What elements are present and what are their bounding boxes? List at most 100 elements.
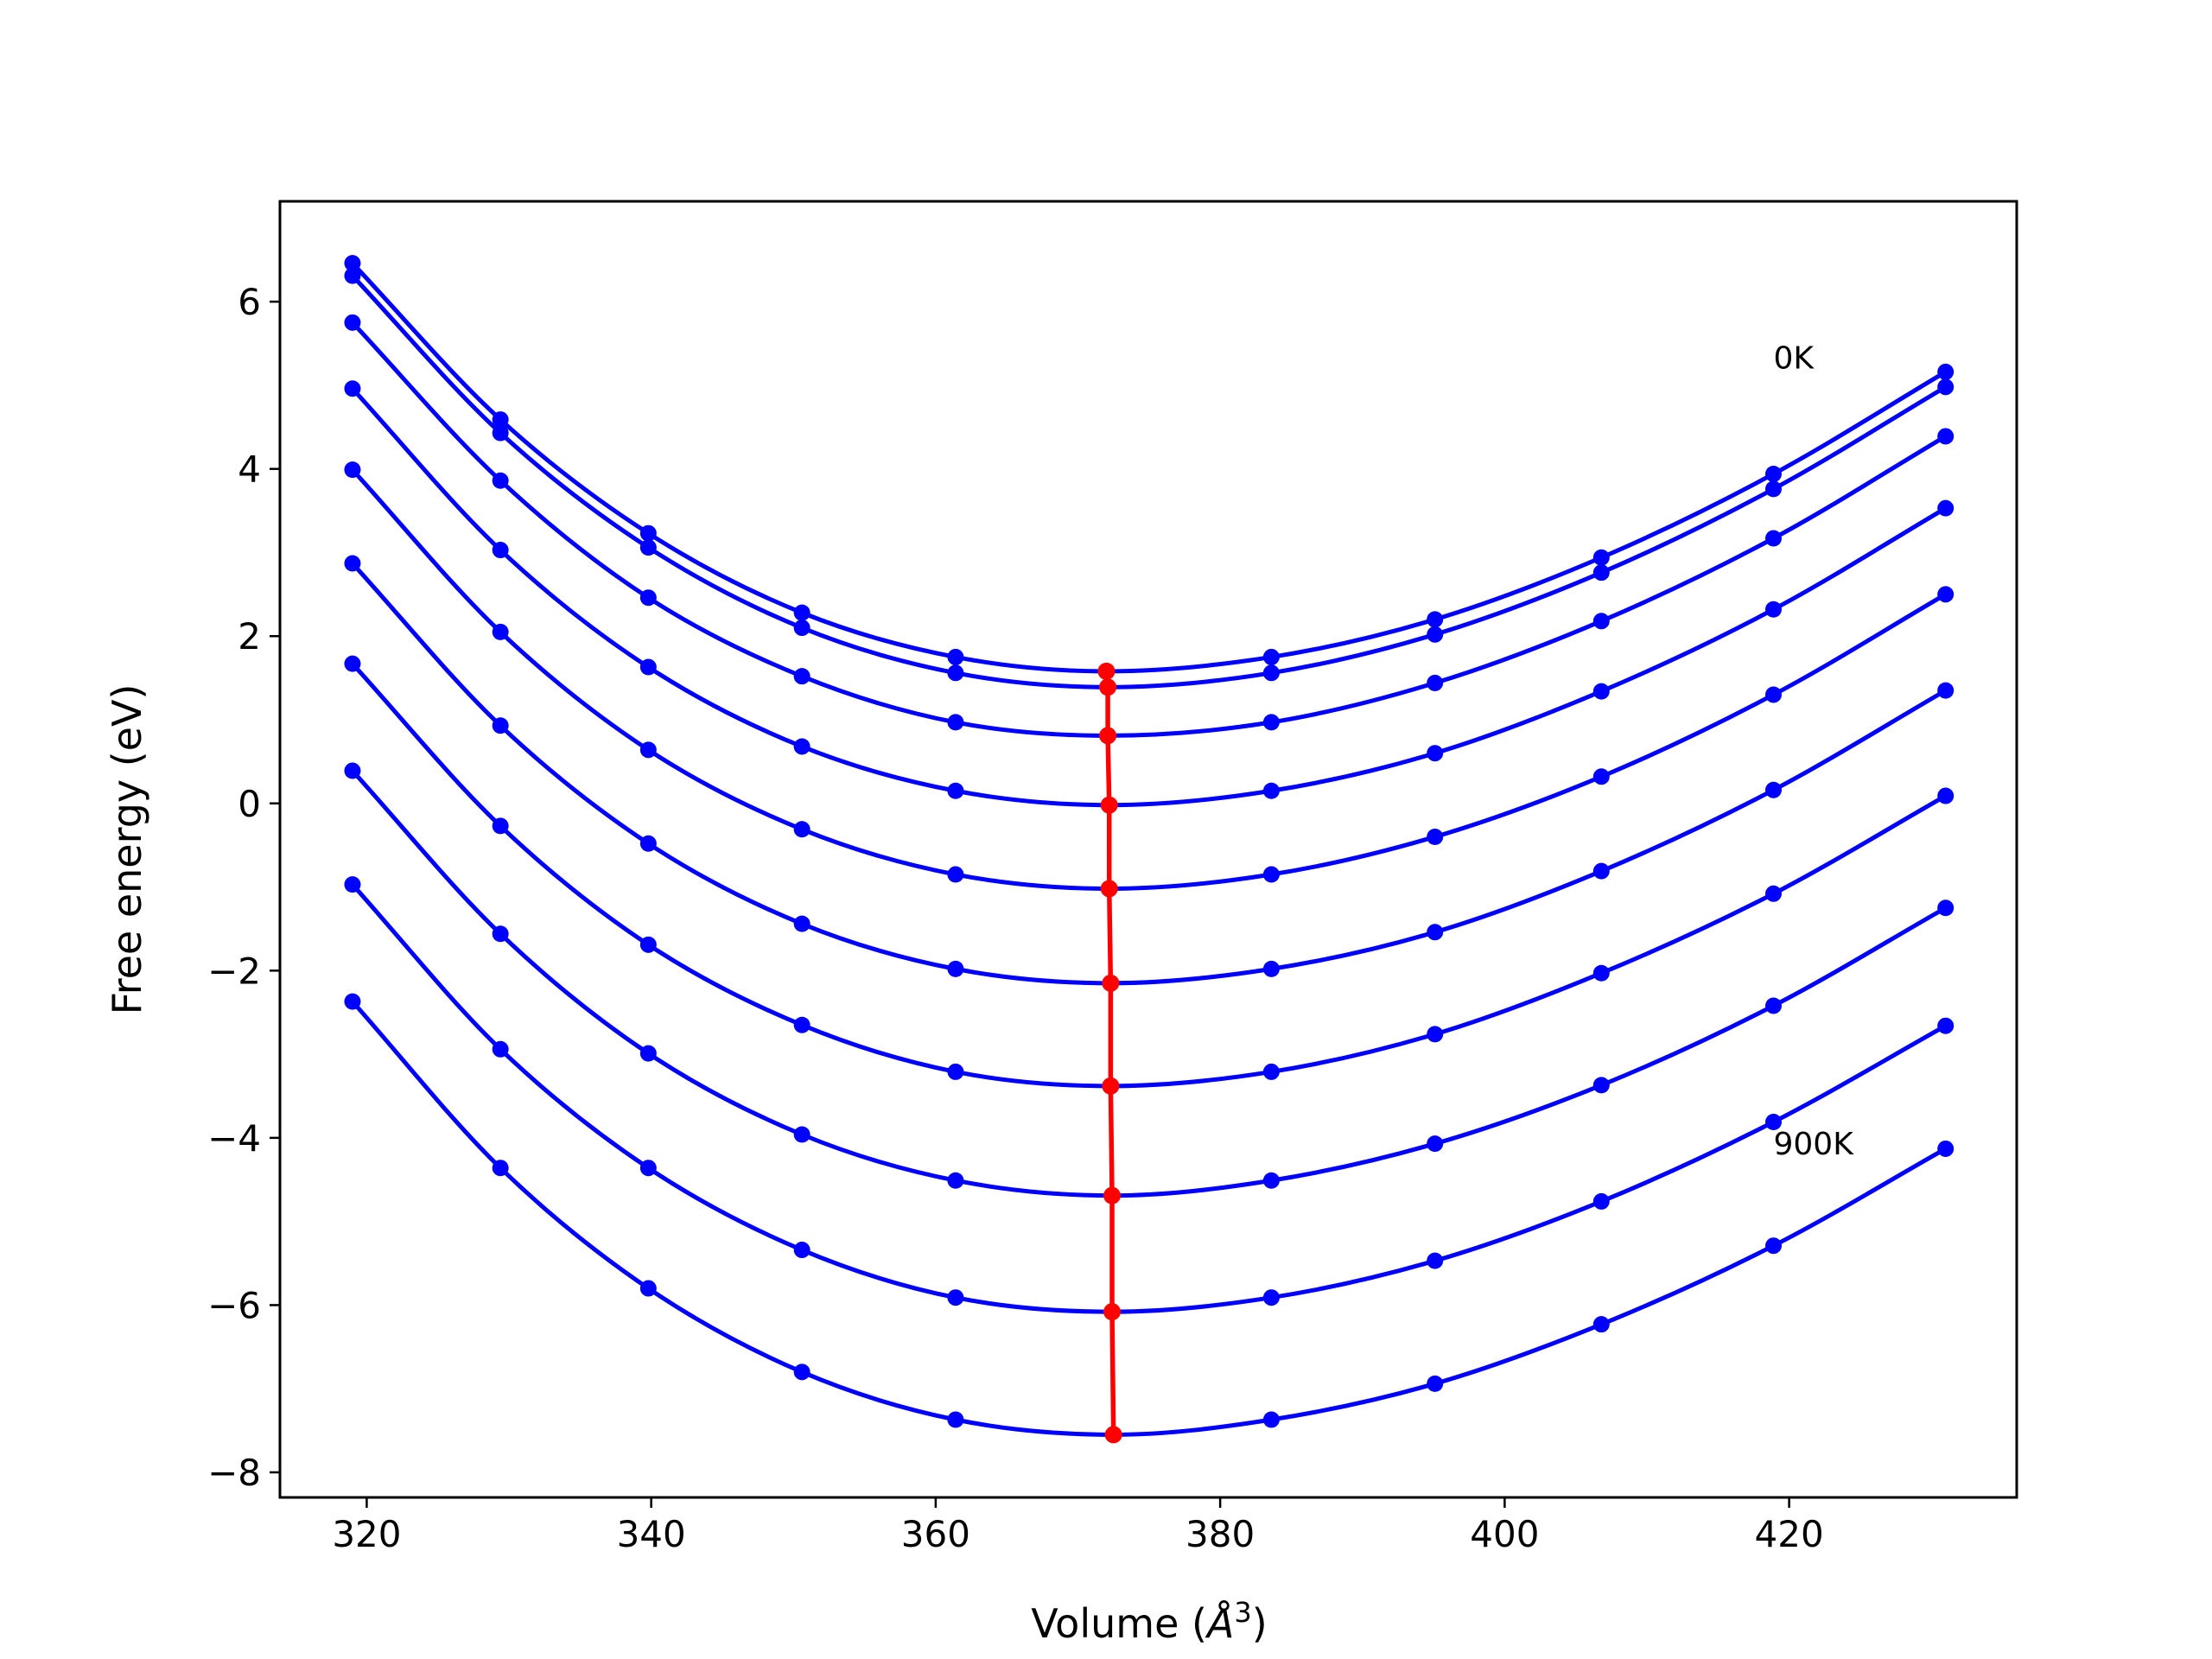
data-point xyxy=(639,936,657,953)
data-point xyxy=(344,762,361,779)
data-point xyxy=(344,267,361,284)
data-point xyxy=(344,555,361,572)
x-axis-label: Volume (Å3) xyxy=(1031,1596,1267,1647)
data-point xyxy=(1427,924,1444,941)
minima-layer xyxy=(1097,662,1122,1444)
data-point xyxy=(1937,428,1955,445)
data-point xyxy=(793,821,810,838)
data-point xyxy=(1592,862,1610,880)
data-point xyxy=(1937,363,1955,380)
data-point xyxy=(1592,613,1610,630)
data-point xyxy=(344,255,361,272)
data-point xyxy=(492,1160,509,1177)
data-point xyxy=(1937,1017,1955,1034)
data-point xyxy=(1765,1113,1782,1130)
curve-annotation: 900K xyxy=(1774,1127,1855,1162)
y-axis: 6 4 2 0 −2 −4 −6 −8 xyxy=(207,281,280,1494)
minimum-point xyxy=(1103,1303,1122,1321)
data-point xyxy=(639,1280,657,1297)
data-point xyxy=(793,1016,810,1033)
data-point xyxy=(793,620,810,637)
y-tick-label: 0 xyxy=(238,783,261,825)
data-point xyxy=(492,717,509,734)
data-point xyxy=(1592,1077,1610,1094)
data-point xyxy=(639,539,657,556)
data-point xyxy=(344,380,361,397)
data-point xyxy=(1427,745,1444,762)
data-point xyxy=(639,524,657,542)
data-point xyxy=(344,314,361,331)
data-point xyxy=(492,623,509,640)
data-point xyxy=(639,835,657,852)
curve-annotation: 0K xyxy=(1774,341,1815,377)
data-point xyxy=(1262,648,1280,665)
data-point xyxy=(793,1126,810,1143)
data-point xyxy=(1262,960,1280,977)
data-point xyxy=(1592,964,1610,982)
data-point xyxy=(344,461,361,479)
minimum-point xyxy=(1103,1186,1122,1205)
data-point xyxy=(947,1063,964,1080)
y-tick-label: −2 xyxy=(207,950,261,992)
data-point xyxy=(344,876,361,893)
y-tick-label: 4 xyxy=(238,448,261,491)
data-point xyxy=(1592,1192,1610,1210)
y-tick-label: −8 xyxy=(207,1452,261,1494)
x-tick-label: 420 xyxy=(1755,1513,1824,1555)
x-axis-label-unit: Å xyxy=(1205,1600,1234,1647)
y-tick-label: 2 xyxy=(238,615,261,658)
data-point xyxy=(1592,683,1610,700)
minimum-point xyxy=(1099,678,1117,696)
data-point xyxy=(344,655,361,672)
data-point xyxy=(1592,768,1610,785)
minimum-point xyxy=(1100,880,1118,898)
x-axis-label-close: ) xyxy=(1252,1600,1268,1647)
data-point xyxy=(344,993,361,1010)
data-point xyxy=(1427,1135,1444,1153)
data-point xyxy=(1765,530,1782,547)
minimum-point xyxy=(1104,1426,1122,1444)
data-point xyxy=(1765,781,1782,798)
data-point xyxy=(1765,686,1782,703)
data-point xyxy=(1427,1252,1444,1269)
minimum-point xyxy=(1099,727,1117,745)
x-tick-label: 340 xyxy=(617,1513,686,1555)
y-axis-label: Free energy (eV) xyxy=(104,684,150,1015)
data-point xyxy=(793,738,810,755)
data-point xyxy=(947,648,964,665)
x-axis-label-text: Volume ( xyxy=(1031,1600,1207,1647)
data-point xyxy=(639,1160,657,1177)
data-point xyxy=(1427,1026,1444,1043)
minimum-point xyxy=(1102,974,1120,992)
data-point xyxy=(947,866,964,883)
data-point xyxy=(793,1363,810,1381)
data-point xyxy=(492,817,509,835)
data-point xyxy=(639,658,657,676)
minimum-point xyxy=(1100,796,1118,814)
data-point xyxy=(639,741,657,759)
data-point xyxy=(492,542,509,559)
data-point xyxy=(1262,1411,1280,1428)
data-point xyxy=(1427,626,1444,643)
data-point xyxy=(1765,1237,1782,1255)
data-point xyxy=(1427,611,1444,628)
minimum-point xyxy=(1102,1077,1120,1095)
x-axis-label-exponent: 3 xyxy=(1234,1596,1251,1629)
annotations: 0K 900K xyxy=(1774,341,1855,1163)
data-point xyxy=(1937,682,1955,699)
data-point xyxy=(1427,674,1444,691)
data-point xyxy=(1937,1140,1955,1157)
data-point xyxy=(947,714,964,731)
data-point xyxy=(1937,899,1955,917)
axes-frame xyxy=(278,200,2018,1499)
data-point xyxy=(1937,499,1955,517)
y-tick-label: 6 xyxy=(238,281,261,323)
data-point xyxy=(793,1242,810,1259)
data-point xyxy=(492,472,509,489)
data-point xyxy=(1427,828,1444,845)
data-point xyxy=(947,1172,964,1189)
data-point xyxy=(1262,1063,1280,1080)
data-point xyxy=(947,960,964,977)
